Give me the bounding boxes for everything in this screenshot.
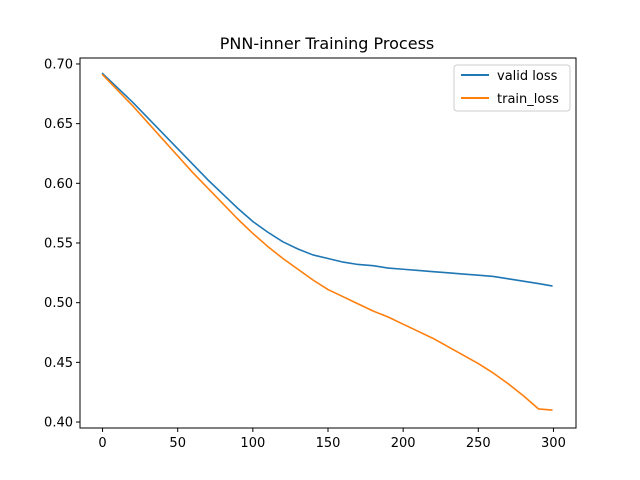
- x-tick-label: 150: [316, 436, 341, 451]
- y-tick-label: 0.55: [44, 237, 73, 252]
- series-line-train-loss: [101, 73, 553, 411]
- x-tick-label: 250: [466, 436, 491, 451]
- x-tick-label: 200: [391, 436, 416, 451]
- legend: valid loss train_loss: [453, 64, 571, 112]
- series-line-valid-loss: [101, 72, 553, 287]
- y-tick-label: 0.60: [44, 177, 73, 192]
- legend-label-train-loss: train_loss: [497, 92, 559, 107]
- series-layer: [101, 72, 553, 411]
- legend-box: [453, 64, 571, 112]
- x-tick-label: 100: [240, 436, 265, 451]
- x-tick-label: 300: [541, 436, 566, 451]
- y-tick-label: 0.70: [44, 57, 73, 72]
- y-tick-label: 0.50: [44, 296, 73, 311]
- x-axis: 0 50 100 150 200 250 300: [98, 428, 566, 451]
- x-tick-label: 50: [169, 436, 186, 451]
- x-tick-label: 0: [98, 436, 106, 451]
- y-tick-label: 0.45: [44, 356, 73, 371]
- chart-title: PNN-inner Training Process: [220, 34, 435, 53]
- legend-label-valid-loss: valid loss: [497, 69, 558, 84]
- y-tick-label: 0.65: [44, 117, 73, 132]
- y-tick-label: 0.40: [44, 416, 73, 431]
- y-axis: 0.40 0.45 0.50 0.55 0.60 0.65 0.70: [44, 57, 80, 431]
